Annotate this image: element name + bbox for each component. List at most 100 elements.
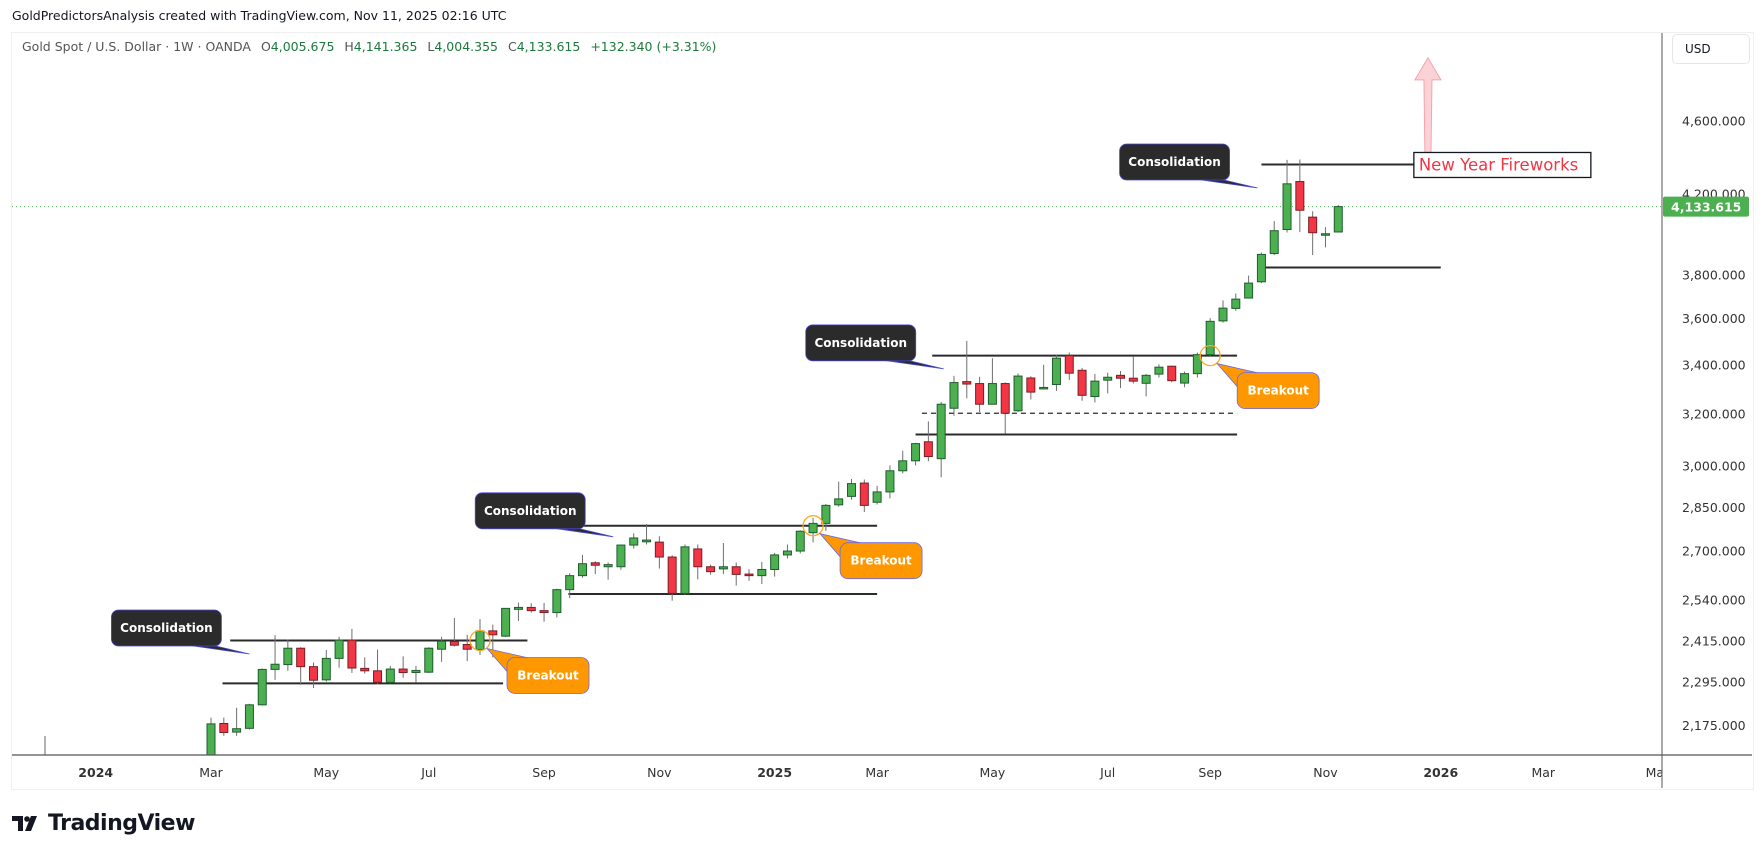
candle-59 [949,375,959,416]
time-tick-label: Sep [1198,765,1222,780]
candle-51 [847,478,856,500]
close-label: C [507,39,517,54]
candle-61 [975,376,985,413]
price-axis[interactable]: 4,600.0004,200.0003,800.0003,600.0003,40… [1663,113,1749,733]
candle-body-up [680,546,690,594]
callout-box [111,609,222,647]
candle-body-up [257,668,267,706]
candle-body-up [1039,386,1049,390]
candle-2 [219,717,229,736]
up-arrow-icon [1414,56,1442,158]
candle-48 [808,517,818,543]
consolidation-label-4[interactable]: Consolidation [1119,143,1258,189]
symbol-legend: Gold Spot / U.S. Dollar · 1W · OANDA O4,… [22,39,722,54]
candle-body-up [1320,233,1330,236]
price-tick-label: 2,850.000 [1682,500,1746,515]
candle-81 [1231,293,1241,311]
candle-64 [1013,373,1023,413]
price-tick-label: 2,295.000 [1682,675,1746,690]
candle-60 [962,340,972,399]
candle-84 [1269,221,1279,256]
candle-71 [1103,372,1113,394]
consolidation-text: Consolidation [120,621,213,635]
candle-body-down [219,723,229,733]
candle-75 [1154,364,1164,378]
candle-body-up [411,669,421,674]
candle-body-down [526,606,536,612]
candle-body-up [795,530,805,552]
time-tick-label: 2025 [757,765,792,780]
symbol-title[interactable]: Gold Spot / U.S. Dollar · 1W · OANDA [22,39,251,54]
candle-body-up [808,522,818,534]
candle-body-up [321,657,331,681]
consolidation-label-2[interactable]: Consolidation [474,492,614,538]
breakout-circle [802,515,824,537]
breakout-label-1[interactable]: Breakout [469,629,590,694]
annotations: Consolidation Consolidation Consolidation C… [111,56,1592,694]
candle-body-up [552,589,562,614]
candle-43 [744,569,754,581]
candle-body-up [475,630,485,651]
candle-14 [373,649,383,685]
tradingview-logo[interactable]: TradingView [12,811,195,836]
candle-body-down [1026,377,1036,393]
last-price-label: 4,133.615 [1671,200,1741,215]
time-tick-label: Mar [199,765,223,780]
candle-body-up [206,723,216,755]
candle-body-up [949,382,959,409]
candle-78 [1192,352,1202,378]
candle-body-up [334,639,344,659]
candle-body-up [603,564,613,568]
time-tick-label: Mar [865,765,889,780]
candle-body-up [1141,374,1151,384]
candle-body-up [1205,320,1215,356]
candle-body-up [782,550,792,556]
candle-66 [1039,364,1049,390]
consolidation-label-1[interactable]: Consolidation [111,609,250,655]
candle-49 [821,503,831,531]
candle-76 [1167,365,1177,383]
candle-62 [987,358,997,405]
candle-10 [321,649,331,682]
candle-45 [770,552,780,577]
candle-body-down [859,482,869,506]
candle-55 [898,450,908,474]
candle-38 [680,544,690,595]
candle-body-down [1000,383,1010,414]
candle-56 [911,442,921,466]
time-tick-label: Jul [1099,765,1115,780]
breakout-label-3[interactable]: Breakout [1199,344,1320,409]
candle-body-up [513,606,523,610]
candle-body-down [398,668,408,674]
last-price-tag[interactable] [1663,196,1749,217]
candle-46 [782,544,792,559]
candle-body-up [718,566,728,570]
candle-25 [513,602,523,622]
breakout-label-2[interactable]: Breakout [802,515,923,580]
candle-body-down [449,640,459,646]
candle-47 [795,530,805,554]
breakout-text: Breakout [517,668,579,682]
candle-89 [1333,205,1343,233]
candle-29 [565,573,575,599]
time-axis[interactable]: 2024 Mar May Jul Sep Nov 2025 Mar May Jul Sep Nov 20… [78,765,1672,780]
candle-body-down [731,566,741,575]
low-value: 4,004.355 [434,39,498,54]
breakout-circle [469,629,491,652]
currency-button[interactable]: USD [1672,34,1750,64]
fireworks-callout-box[interactable] [1413,151,1592,179]
consolidation-label-3[interactable]: Consolidation [805,324,944,370]
candle-body-up [1218,307,1228,322]
candle-52 [859,479,869,512]
candle-13 [360,657,370,674]
candle-57 [923,421,933,462]
candle-86 [1295,159,1305,233]
candle-body-up [834,498,844,506]
candle-8 [296,647,306,685]
candle-30 [577,554,587,578]
candle-body-up [1256,253,1266,283]
candle-body-down [296,647,306,668]
candle-body-up [1090,380,1100,398]
close-value: 4,133.615 [516,39,581,54]
